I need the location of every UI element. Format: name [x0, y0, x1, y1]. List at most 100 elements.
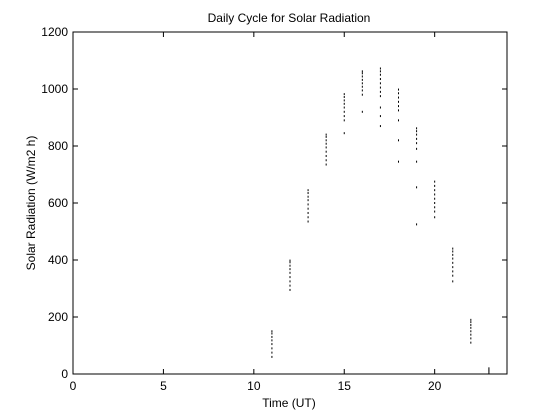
x-axis-ticks: 0 5 10 15 20 [70, 32, 442, 393]
data-point [343, 99, 345, 102]
data-point [470, 330, 472, 333]
data-point [470, 326, 472, 329]
data-point [470, 333, 472, 336]
data-point [452, 266, 454, 269]
data-point [289, 271, 291, 274]
y-tick-label: 0 [61, 367, 68, 381]
data-point [434, 206, 436, 209]
data-point [343, 132, 345, 135]
data-point [325, 142, 327, 145]
data-point [289, 259, 291, 262]
data-point [434, 216, 436, 219]
data-point [361, 85, 363, 88]
data-point [488, 370, 490, 373]
data-point [398, 96, 399, 99]
data-point [416, 147, 418, 150]
data-point [307, 211, 309, 214]
data-point [452, 270, 454, 273]
data-point [434, 197, 436, 200]
data-point [289, 288, 291, 291]
data-point [470, 318, 472, 321]
y-tick-label: 400 [48, 253, 68, 267]
data-point [307, 216, 309, 219]
data-point [325, 139, 327, 142]
data-point [325, 146, 327, 149]
data-point [416, 223, 418, 226]
data-point [325, 135, 327, 138]
data-point [452, 274, 454, 277]
data-point [289, 268, 291, 271]
data-point [379, 78, 381, 81]
data-point [398, 119, 399, 122]
data-point [379, 67, 381, 70]
x-tick-label: 0 [70, 379, 77, 393]
data-point [271, 343, 273, 346]
data-point [416, 133, 418, 136]
data-point [416, 137, 418, 140]
data-point [361, 82, 363, 85]
data-point [325, 133, 327, 136]
data-point [271, 330, 273, 333]
data-point [452, 253, 454, 256]
data-point [434, 210, 436, 213]
data-point [488, 367, 490, 370]
data-point [361, 93, 363, 96]
data-point [361, 75, 363, 78]
data-point [343, 115, 345, 118]
data-point [361, 78, 363, 81]
data-point [325, 159, 327, 162]
data-point [452, 250, 454, 253]
data-point [289, 280, 291, 283]
data-point [452, 280, 454, 283]
data-point [343, 110, 345, 113]
data-point [271, 347, 273, 350]
data-point [398, 139, 399, 142]
data-point [343, 95, 345, 98]
data-point [434, 189, 436, 192]
data-point [307, 192, 309, 195]
x-tick-label: 20 [428, 379, 442, 393]
data-point [307, 195, 309, 198]
y-axis-label: Solar Radiation (W/m2 h) [24, 136, 38, 271]
axes-box [72, 31, 508, 375]
data-point [434, 184, 436, 187]
x-tick-label: 10 [247, 379, 261, 393]
data-point [379, 86, 381, 89]
data-point [361, 72, 363, 75]
data-point [452, 247, 454, 250]
data-point [379, 82, 381, 85]
data-points [271, 67, 490, 374]
data-point [361, 110, 363, 113]
data-point [271, 339, 273, 342]
y-tick-label: 800 [48, 139, 68, 153]
data-point [416, 186, 418, 189]
data-point [325, 154, 327, 157]
data-point [307, 207, 309, 210]
data-point [470, 323, 472, 326]
data-point [307, 203, 309, 206]
data-point [307, 220, 309, 223]
data-point [452, 261, 454, 264]
data-point [470, 337, 472, 340]
y-tick-label: 200 [48, 310, 68, 324]
data-point [488, 368, 490, 371]
data-point [379, 125, 381, 128]
data-point [361, 70, 363, 73]
data-point [416, 142, 418, 145]
data-point [470, 341, 472, 344]
data-point [361, 89, 363, 92]
x-tick-label: 5 [160, 379, 167, 393]
data-point [271, 351, 273, 354]
data-point [434, 180, 436, 183]
data-point [325, 163, 327, 166]
y-axis-ticks: 0 200 400 600 800 1000 1200 [41, 25, 507, 381]
data-point [271, 335, 273, 338]
data-point [398, 100, 399, 103]
data-point [271, 355, 273, 358]
data-point [416, 130, 418, 133]
data-point [271, 332, 273, 335]
data-point [434, 193, 436, 196]
x-axis-label: Time (UT) [262, 396, 316, 410]
data-point [416, 160, 418, 163]
